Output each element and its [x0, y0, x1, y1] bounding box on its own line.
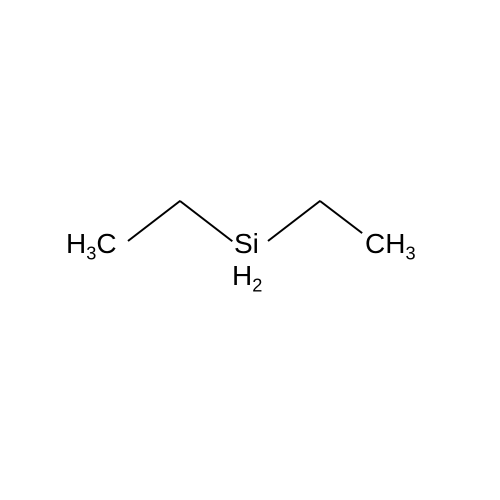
chemical-structure-canvas: H3C Si H2 CH3 — [0, 0, 500, 500]
bond-0 — [127, 200, 180, 242]
bond-1 — [179, 200, 232, 242]
atom-right-ch3: CH3 — [365, 230, 416, 258]
bond-2 — [267, 200, 320, 242]
atom-si: Si — [234, 230, 259, 258]
atom-sih2: H2 — [232, 262, 262, 290]
bond-3 — [319, 200, 362, 234]
atom-left-ch3: H3C — [66, 230, 117, 258]
